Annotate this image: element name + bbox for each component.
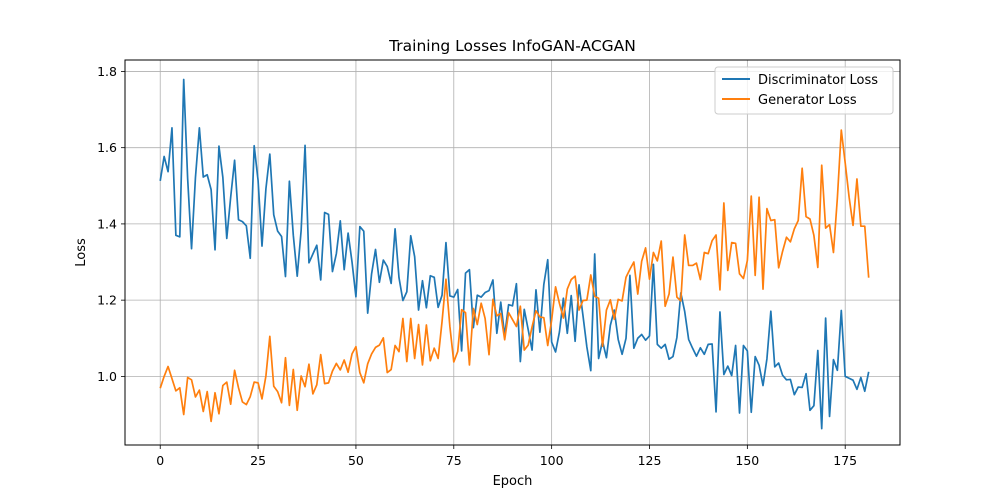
- y-tick-label: 1.6: [97, 140, 117, 155]
- series-line-discriminator: [159, 78, 870, 430]
- x-tick-label: 125: [638, 453, 662, 468]
- y-tick-label: 1.4: [97, 216, 117, 231]
- y-tick-label: 1.8: [97, 64, 117, 79]
- series-layer: [159, 78, 870, 430]
- x-tick-label: 175: [833, 453, 857, 468]
- x-axis-label: Epoch: [493, 474, 533, 489]
- legend: Discriminator Loss Generator Loss: [714, 66, 894, 115]
- y-tick-label: 1.0: [97, 369, 117, 384]
- x-tick-label: 150: [735, 453, 759, 468]
- plot-frame: [124, 59, 901, 446]
- y-tick-label: 1.2: [97, 293, 117, 308]
- legend-label-discriminator: Discriminator Loss: [758, 73, 878, 88]
- x-tick-label: 75: [446, 453, 462, 468]
- y-axis-label: Loss: [74, 238, 89, 267]
- y-axis: 1.0 1.2 1.4 1.6 1.8: [97, 64, 125, 384]
- chart-title: Training Losses InfoGAN-ACGAN: [388, 37, 636, 55]
- x-tick-label: 25: [250, 453, 266, 468]
- legend-box: [714, 66, 894, 115]
- series-line-generator: [159, 129, 870, 423]
- x-axis: 0 25 50 75 100 125 150 175: [156, 445, 857, 468]
- x-tick-label: 100: [540, 453, 564, 468]
- legend-label-generator: Generator Loss: [758, 93, 857, 108]
- x-tick-label: 0: [156, 453, 164, 468]
- grid-lines: [125, 60, 900, 445]
- x-tick-label: 50: [348, 453, 364, 468]
